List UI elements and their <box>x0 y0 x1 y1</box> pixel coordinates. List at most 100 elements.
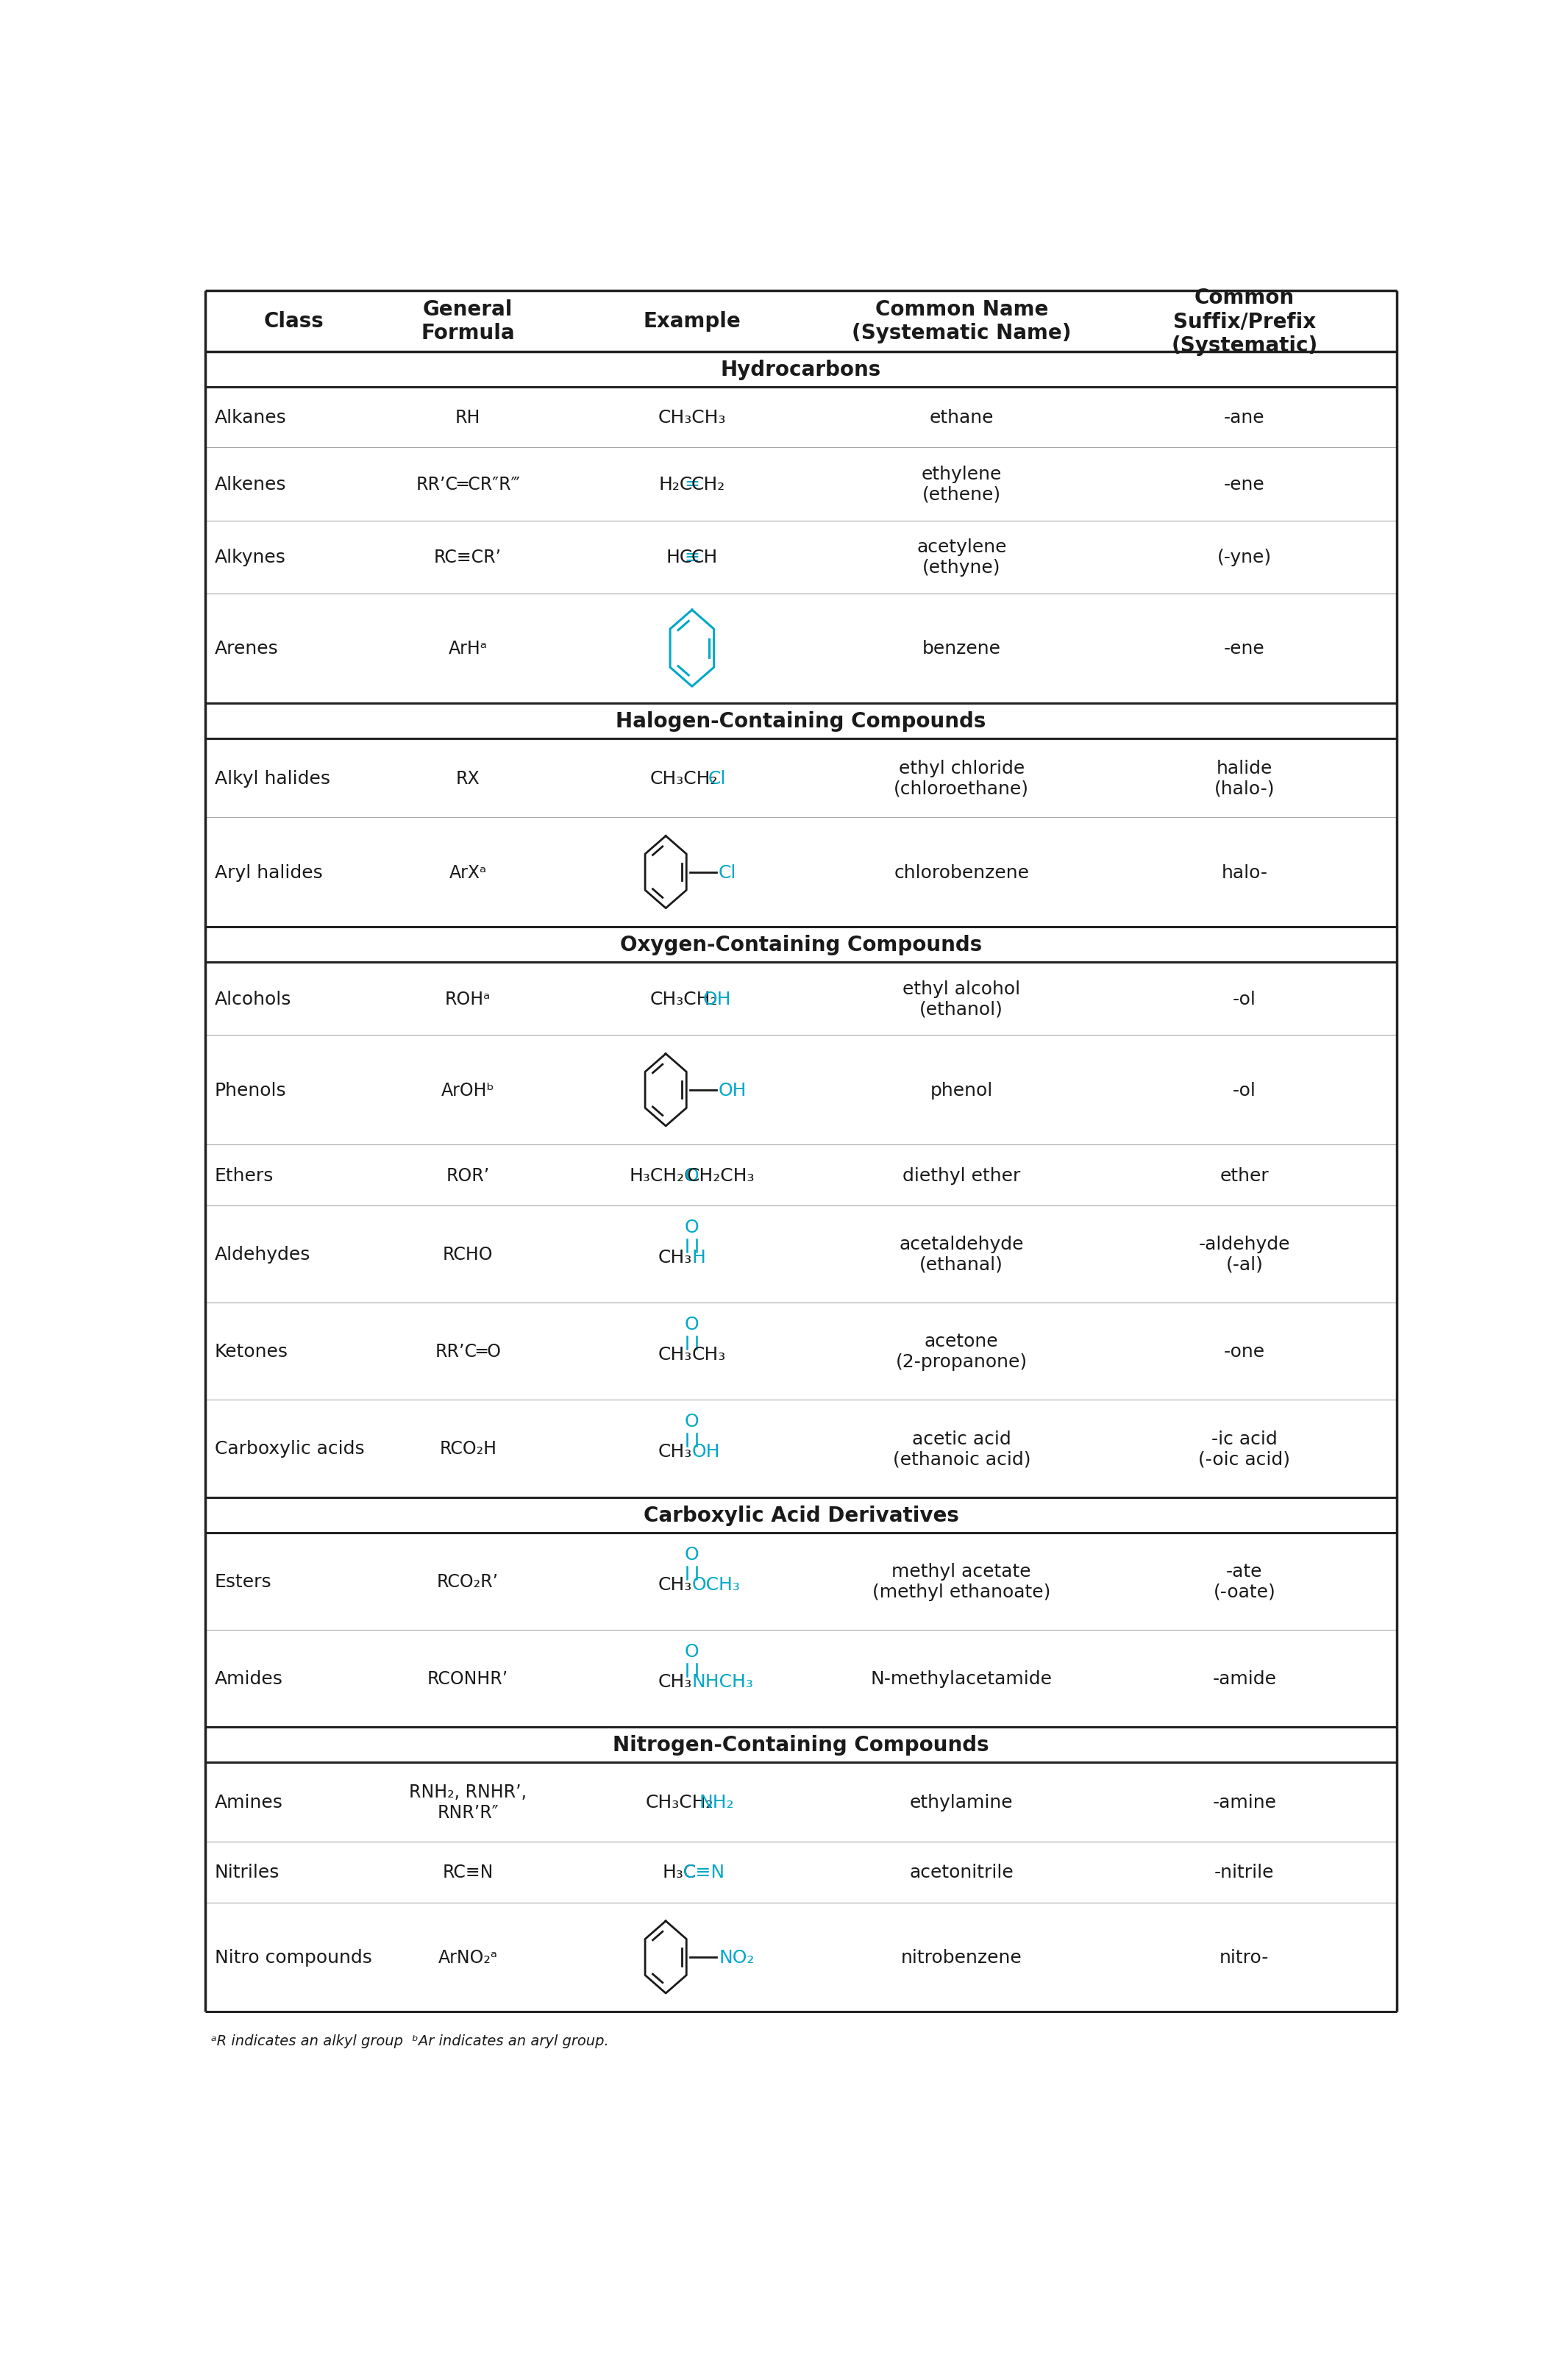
Text: ether: ether <box>1219 1166 1269 1185</box>
Text: Halogen-Containing Compounds: Halogen-Containing Compounds <box>616 712 986 731</box>
Text: acetylene
(ethyne): acetylene (ethyne) <box>916 538 1007 576</box>
Text: -ate
(-oate): -ate (-oate) <box>1213 1561 1275 1599</box>
Text: Alkanes: Alkanes <box>214 409 286 426</box>
Text: -ene: -ene <box>1224 640 1264 657</box>
Text: CH₃: CH₃ <box>658 1442 692 1461</box>
Text: RR’C═O: RR’C═O <box>435 1342 502 1361</box>
Text: Aldehydes: Aldehydes <box>214 1245 311 1264</box>
Text: CH₃CH₂: CH₃CH₂ <box>650 990 717 1007</box>
Text: Arenes: Arenes <box>214 640 278 657</box>
Text: RCHO: RCHO <box>442 1245 492 1264</box>
Text: N-methylacetamide: N-methylacetamide <box>871 1671 1052 1687</box>
Text: Aryl halides: Aryl halides <box>214 864 322 881</box>
Text: benzene: benzene <box>922 640 1000 657</box>
Text: H₃CH₂C: H₃CH₂C <box>630 1166 697 1185</box>
Text: NO₂: NO₂ <box>719 1949 755 1966</box>
Text: RX: RX <box>456 769 480 788</box>
Text: Oxygen-Containing Compounds: Oxygen-Containing Compounds <box>621 935 982 954</box>
Text: acetone
(2-propanone): acetone (2-propanone) <box>896 1333 1027 1371</box>
Text: RC≡N: RC≡N <box>442 1864 494 1880</box>
Text: -ic acid
(-oic acid): -ic acid (-oic acid) <box>1199 1430 1291 1468</box>
Text: ethylene
(ethene): ethylene (ethene) <box>921 466 1002 505</box>
Text: Cl: Cl <box>719 864 736 881</box>
Text: -ene: -ene <box>1224 476 1264 493</box>
Text: -amide: -amide <box>1213 1671 1277 1687</box>
Text: ═: ═ <box>686 476 697 493</box>
Text: acetaldehyde
(ethanal): acetaldehyde (ethanal) <box>899 1235 1024 1273</box>
Text: Phenols: Phenols <box>214 1081 286 1100</box>
Text: H: H <box>692 1247 706 1266</box>
Text: CH₃CH₂: CH₃CH₂ <box>650 769 717 788</box>
Text: Carboxylic Acid Derivatives: Carboxylic Acid Derivatives <box>644 1504 958 1526</box>
Text: RCO₂H: RCO₂H <box>439 1440 497 1457</box>
Text: C≡N: C≡N <box>683 1864 725 1880</box>
Text: Alkenes: Alkenes <box>214 476 286 493</box>
Text: ROHᵃ: ROHᵃ <box>445 990 491 1007</box>
Text: halide
(halo-): halide (halo-) <box>1214 759 1275 797</box>
Text: ethylamine: ethylamine <box>910 1795 1013 1811</box>
Text: OCH₃: OCH₃ <box>692 1576 741 1592</box>
Text: acetonitrile: acetonitrile <box>910 1864 1014 1880</box>
Text: Example: Example <box>644 312 741 331</box>
Text: diethyl ether: diethyl ether <box>902 1166 1021 1185</box>
Text: RCO₂R’: RCO₂R’ <box>438 1573 499 1590</box>
Text: -ane: -ane <box>1224 409 1264 426</box>
Text: H₃C: H₃C <box>663 1864 697 1880</box>
Text: ethyl alcohol
(ethanol): ethyl alcohol (ethanol) <box>903 981 1021 1019</box>
Text: RH: RH <box>455 409 480 426</box>
Text: ArOHᵇ: ArOHᵇ <box>441 1081 494 1100</box>
Text: methyl acetate
(methyl ethanoate): methyl acetate (methyl ethanoate) <box>872 1561 1050 1599</box>
Text: O: O <box>685 1545 699 1564</box>
Text: HC: HC <box>666 550 692 566</box>
Text: CH₃: CH₃ <box>658 1345 692 1364</box>
Text: Common Name
(Systematic Name): Common Name (Systematic Name) <box>852 300 1071 343</box>
Text: acetic acid
(ethanoic acid): acetic acid (ethanoic acid) <box>892 1430 1030 1468</box>
Text: Alkynes: Alkynes <box>214 550 286 566</box>
Text: Nitriles: Nitriles <box>214 1864 280 1880</box>
Text: Class: Class <box>264 312 324 331</box>
Text: Hydrocarbons: Hydrocarbons <box>721 359 882 381</box>
Text: Cl: Cl <box>708 769 725 788</box>
Text: General
Formula: General Formula <box>420 300 514 343</box>
Text: -ol: -ol <box>1233 990 1257 1007</box>
Text: chlorobenzene: chlorobenzene <box>894 864 1028 881</box>
Text: NHCH₃: NHCH₃ <box>692 1673 753 1690</box>
Text: OH: OH <box>719 1081 747 1100</box>
Text: O: O <box>685 1219 699 1235</box>
Text: O: O <box>685 1166 699 1185</box>
Text: CH₃: CH₃ <box>692 1345 727 1364</box>
Text: OH: OH <box>703 990 731 1007</box>
Text: ethyl chloride
(chloroethane): ethyl chloride (chloroethane) <box>894 759 1028 797</box>
Text: phenol: phenol <box>930 1081 993 1100</box>
Text: OH: OH <box>692 1442 721 1461</box>
Text: ArNO₂ᵃ: ArNO₂ᵃ <box>438 1949 497 1966</box>
Text: Esters: Esters <box>214 1573 272 1590</box>
Text: CH₃CH₂: CH₃CH₂ <box>646 1795 714 1811</box>
Text: Ethers: Ethers <box>214 1166 274 1185</box>
Text: O: O <box>685 1414 699 1430</box>
Text: CH₃: CH₃ <box>658 1673 692 1690</box>
Text: Common
Suffix/Prefix
(Systematic): Common Suffix/Prefix (Systematic) <box>1171 288 1318 355</box>
Text: O: O <box>685 1642 699 1661</box>
Text: H₂C: H₂C <box>658 476 692 493</box>
Text: ROR’: ROR’ <box>445 1166 489 1185</box>
Text: Alcohols: Alcohols <box>214 990 292 1007</box>
Text: -one: -one <box>1224 1342 1264 1361</box>
Text: O: O <box>685 1316 699 1333</box>
Text: ArXᵃ: ArXᵃ <box>449 864 486 881</box>
Text: CH: CH <box>691 550 717 566</box>
Text: Alkyl halides: Alkyl halides <box>214 769 330 788</box>
Text: ArHᵃ: ArHᵃ <box>449 640 488 657</box>
Text: halo-: halo- <box>1221 864 1268 881</box>
Text: -aldehyde
(-al): -aldehyde (-al) <box>1199 1235 1289 1273</box>
Text: CH₂CH₃: CH₂CH₃ <box>686 1166 755 1185</box>
Text: RC≡CR’: RC≡CR’ <box>435 550 502 566</box>
Text: Nitro compounds: Nitro compounds <box>214 1949 372 1966</box>
Text: CH₃CH₃: CH₃CH₃ <box>658 409 727 426</box>
Text: ᵃR indicates an alkyl group  ᵇAr indicates an aryl group.: ᵃR indicates an alkyl group ᵇAr indicate… <box>211 2035 610 2047</box>
Text: Amines: Amines <box>214 1795 283 1811</box>
Text: -amine: -amine <box>1213 1795 1277 1811</box>
Text: RR’C═CR″R‴: RR’C═CR″R‴ <box>416 476 520 493</box>
Text: ≡: ≡ <box>685 550 700 566</box>
Text: Ketones: Ketones <box>214 1342 288 1361</box>
